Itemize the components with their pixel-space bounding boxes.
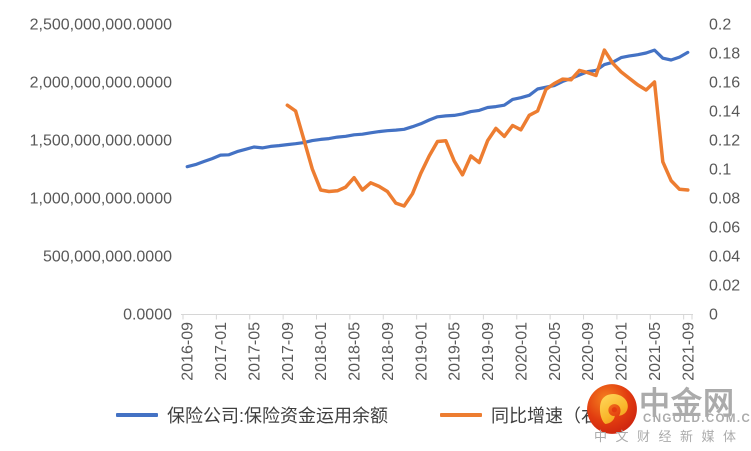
growth-series-line <box>285 48 690 208</box>
right-axis-tick-label: 0.04 <box>709 249 740 266</box>
watermark-tagline: 中文财经新媒体 <box>594 429 745 444</box>
legend-item-balance: 保险公司:保险资金运用余额 <box>116 402 388 428</box>
balance-legend-label: 保险公司:保险资金运用余额 <box>167 406 388 426</box>
right-axis-tick-label: 0.2 <box>709 17 731 34</box>
x-axis-tick-label: 2020-09 <box>580 322 597 381</box>
x-axis-tick-label: 2017-01 <box>213 322 230 381</box>
x-axis-tick-label: 2019-01 <box>413 322 430 381</box>
cngold-watermark: 中金网 CNGOLD.COM.CN 中文财经新媒体 <box>584 378 751 450</box>
left-axis-tick-label: 0.0000 <box>123 307 172 324</box>
right-axis-tick-label: 0.1 <box>709 162 731 179</box>
right-axis-tick-label: 0.12 <box>709 133 740 150</box>
right-axis-tick-label: 0.16 <box>709 75 740 92</box>
balance-line-swatch <box>116 413 158 417</box>
x-axis-tick-label: 2021-01 <box>614 322 631 381</box>
left-axis-tick-label: 2,500,000,000.0000 <box>30 17 172 34</box>
right-axis-tick-label: 0.06 <box>709 220 740 237</box>
cngold-logo-icon <box>587 384 637 434</box>
growth-line-swatch <box>440 413 482 417</box>
right-axis-tick-label: 0.18 <box>709 46 740 63</box>
right-axis-tick-label: 0.08 <box>709 191 740 208</box>
x-axis-tick-label: 2017-09 <box>280 322 297 381</box>
left-axis-tick-label: 1,500,000,000.0000 <box>30 133 172 150</box>
x-axis-tick-label: 2020-01 <box>513 322 530 381</box>
balance-series-line <box>185 48 690 169</box>
left-axis-tick-label: 1,000,000,000.0000 <box>30 191 172 208</box>
x-axis-tick-label: 2019-05 <box>447 322 464 381</box>
x-axis-tick-label: 2018-01 <box>313 322 330 381</box>
right-axis-tick-label: 0.02 <box>709 278 740 295</box>
watermark-brand: 中金网 <box>639 386 735 421</box>
x-axis-tick-label: 2021-09 <box>680 322 697 381</box>
left-axis-tick-label: 2,000,000,000.0000 <box>30 75 172 92</box>
x-axis-tick-label: 2018-09 <box>380 322 397 381</box>
watermark-domain: CNGOLD.COM.CN <box>643 413 751 425</box>
left-axis-tick-label: 500,000,000.0000 <box>43 249 172 266</box>
x-axis-tick-label: 2017-05 <box>246 322 263 381</box>
x-axis-tick-label: 2016-09 <box>180 322 197 381</box>
x-axis-tick-label: 2018-05 <box>347 322 364 381</box>
right-axis-tick-label: 0.14 <box>709 104 740 121</box>
x-axis-tick-label: 2020-05 <box>547 322 564 381</box>
x-axis-tick-label: 2019-09 <box>480 322 497 381</box>
x-axis-tick-label: 2021-05 <box>647 322 664 381</box>
right-axis-tick-label: 0 <box>709 307 718 324</box>
